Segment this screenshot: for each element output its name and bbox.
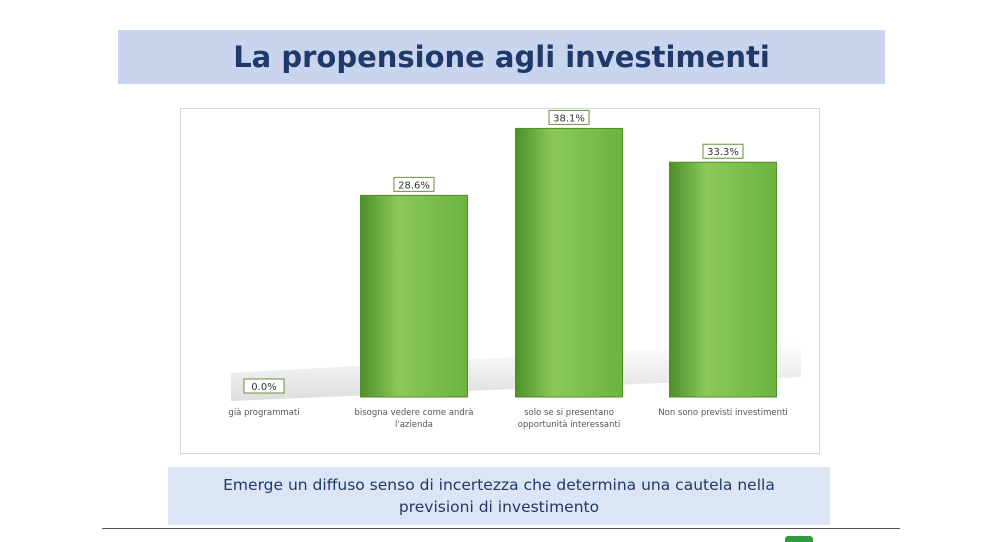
category-label-2-line-2: l'azienda: [395, 420, 433, 430]
data-label-1: 0.0%: [251, 382, 276, 393]
data-label-2: 28.6%: [398, 180, 430, 191]
bar-3: [515, 127, 623, 398]
chart-frame: 0.0% già programmati 28.6% bisogna vedere c…: [180, 108, 820, 454]
category-label-3-line-2: opportunità interessanti: [518, 420, 620, 430]
bar-chart: 0.0% già programmati 28.6% bisogna vedere c…: [228, 109, 801, 430]
data-label-4: 33.3%: [707, 147, 739, 158]
data-label-3: 38.1%: [553, 113, 585, 124]
category-label-1: già programmati: [228, 408, 299, 418]
bar-4: [669, 161, 777, 398]
footer-divider: [102, 528, 900, 529]
conclusion-box: Emerge un diffuso senso di incertezza ch…: [168, 467, 830, 525]
conclusion-text: Emerge un diffuso senso di incertezza ch…: [223, 476, 775, 516]
data-label-box-1: [243, 378, 285, 394]
category-label-3-line-1: solo se si presentano: [524, 408, 614, 418]
category-label-2-line-1: bisogna vedere come andrà: [355, 408, 474, 418]
data-label-box-3: [548, 109, 590, 125]
logo-mark: [785, 536, 813, 542]
data-label-box-2: [393, 176, 435, 192]
page-title: La propensione agli investimenti: [233, 40, 770, 74]
bar-2: [360, 194, 468, 398]
title-band: La propensione agli investimenti: [118, 30, 885, 84]
category-label-4: Non sono previsti investimenti: [658, 408, 787, 418]
data-label-box-4: [702, 143, 744, 159]
